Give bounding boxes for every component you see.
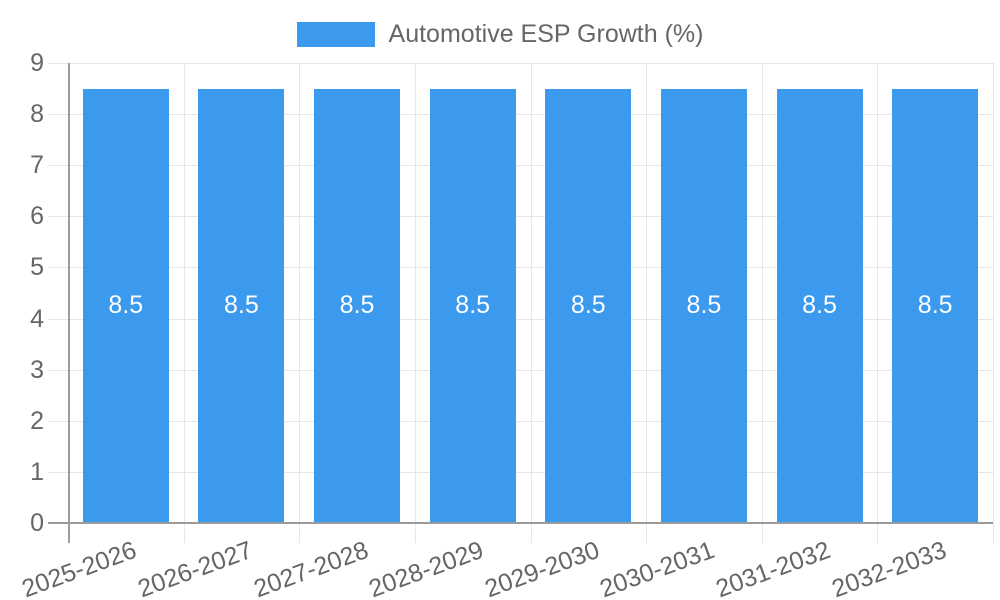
legend-label: Automotive ESP Growth (%) — [388, 20, 704, 48]
bar-value-label: 8.5 — [339, 291, 375, 320]
x-grid-line — [414, 63, 416, 543]
bar-value-label: 8.5 — [802, 291, 837, 320]
bar[interactable]: 8.5 — [198, 88, 285, 523]
y-grid-line — [48, 318, 993, 320]
x-axis-line — [48, 522, 993, 524]
y-axis-line — [68, 63, 70, 543]
y-axis-tick-label: 5 — [30, 253, 44, 282]
y-grid-line — [48, 420, 993, 422]
x-axis-tick-label: 2027-2028 — [249, 536, 372, 600]
y-axis-tick-label: 2 — [30, 406, 44, 435]
chart-legend[interactable]: Automotive ESP Growth (%) — [0, 20, 1000, 49]
bar-value-label: 8.5 — [224, 291, 259, 320]
x-axis-tick-label: 2032-2033 — [827, 536, 950, 600]
y-axis-tick-label: 0 — [30, 509, 44, 537]
x-grid-line — [183, 63, 185, 543]
y-axis-tick-label: 3 — [30, 355, 44, 384]
bar[interactable]: 8.5 — [545, 88, 632, 523]
y-grid-line — [48, 216, 993, 218]
bar-value-label: 8.5 — [108, 291, 144, 320]
bar[interactable]: 8.5 — [314, 88, 401, 523]
x-grid-line — [761, 63, 763, 543]
x-grid-line — [877, 63, 879, 543]
bar-value-label: 8.5 — [917, 291, 953, 320]
bar[interactable]: 8.5 — [776, 88, 863, 523]
y-grid-line — [48, 471, 993, 473]
bar-value-label: 8.5 — [686, 291, 722, 320]
y-axis-tick-label: 9 — [30, 49, 44, 77]
bar[interactable]: 8.5 — [660, 88, 747, 523]
x-axis-tick-label: 2029-2030 — [480, 536, 603, 600]
y-axis-tick-label: 7 — [30, 151, 44, 180]
y-grid-line — [48, 114, 993, 116]
x-grid-line — [646, 63, 648, 543]
bar-value-label: 8.5 — [570, 291, 606, 320]
bar[interactable]: 8.5 — [892, 88, 979, 523]
x-axis-tick-label: 2031-2032 — [712, 536, 835, 600]
x-grid-line — [993, 63, 994, 543]
y-grid-line — [48, 63, 993, 64]
bar[interactable]: 8.5 — [82, 88, 169, 523]
y-axis-tick-label: 6 — [30, 202, 44, 231]
y-grid-line — [48, 165, 993, 167]
bar[interactable]: 8.5 — [429, 88, 516, 523]
x-axis-tick-label: 2025-2026 — [18, 536, 141, 600]
x-grid-line — [299, 63, 301, 543]
y-axis-tick-label: 1 — [30, 457, 44, 486]
x-axis-tick-label: 2026-2027 — [134, 536, 257, 600]
bar-value-label: 8.5 — [455, 291, 491, 320]
legend-swatch-icon — [296, 22, 375, 47]
y-grid-line — [48, 267, 993, 269]
y-axis-tick-label: 8 — [30, 100, 44, 129]
y-grid-line — [48, 369, 993, 371]
x-axis-tick-label: 2030-2031 — [596, 536, 719, 600]
y-axis-tick-label: 4 — [30, 304, 44, 333]
x-grid-line — [530, 63, 532, 543]
x-axis-tick-label: 2028-2029 — [365, 536, 488, 600]
